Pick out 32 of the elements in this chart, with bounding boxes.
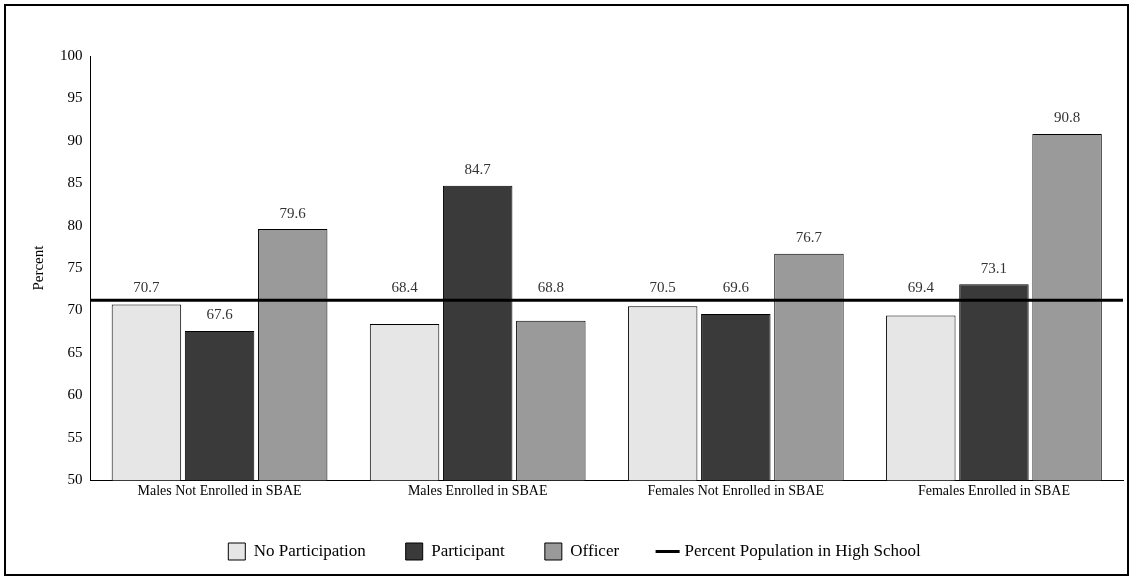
data-label: 73.1	[980, 259, 1008, 276]
data-label: 79.6	[279, 204, 307, 221]
data-label: 68.8	[537, 278, 564, 295]
x-tick-label: Females Enrolled in SBAE	[917, 483, 1070, 499]
data-label: 70.5	[649, 278, 676, 295]
y-tick-label: 60	[67, 386, 83, 403]
y-tick-label: 50	[67, 471, 83, 488]
data-label: 69.6	[722, 278, 750, 295]
y-tick-label: 90	[67, 131, 83, 148]
data-label: 67.6	[206, 306, 234, 323]
x-tick-label: Males Not Enrolled in SBAE	[137, 483, 302, 499]
y-tick-label: 95	[67, 89, 83, 106]
legend-label: Percent Population in High School	[684, 540, 921, 560]
legend-label: Officer	[570, 540, 620, 560]
legend-label: No Participation	[253, 540, 367, 560]
x-tick-label: Males Enrolled in SBAE	[407, 483, 548, 499]
data-label: 69.4	[907, 278, 935, 295]
legend-label: Participant	[431, 540, 506, 560]
data-label: 76.7	[795, 229, 823, 246]
data-label: 68.4	[391, 278, 419, 295]
y-tick-label: 80	[67, 216, 83, 233]
x-tick-label: Females Not Enrolled in SBAE	[647, 483, 825, 499]
y-tick-label: 100	[60, 46, 83, 63]
y-tick-label: 65	[67, 343, 83, 360]
data-label: 84.7	[464, 161, 492, 178]
y-tick-label: 85	[67, 174, 83, 191]
y-tick-label: 75	[67, 259, 83, 276]
y-tick-label: 70	[67, 301, 83, 318]
data-label: 90.8	[1053, 109, 1081, 126]
y-tick-label: 55	[67, 428, 83, 445]
y-axis-title: Percent	[29, 244, 46, 291]
data-label: 70.7	[133, 278, 161, 295]
